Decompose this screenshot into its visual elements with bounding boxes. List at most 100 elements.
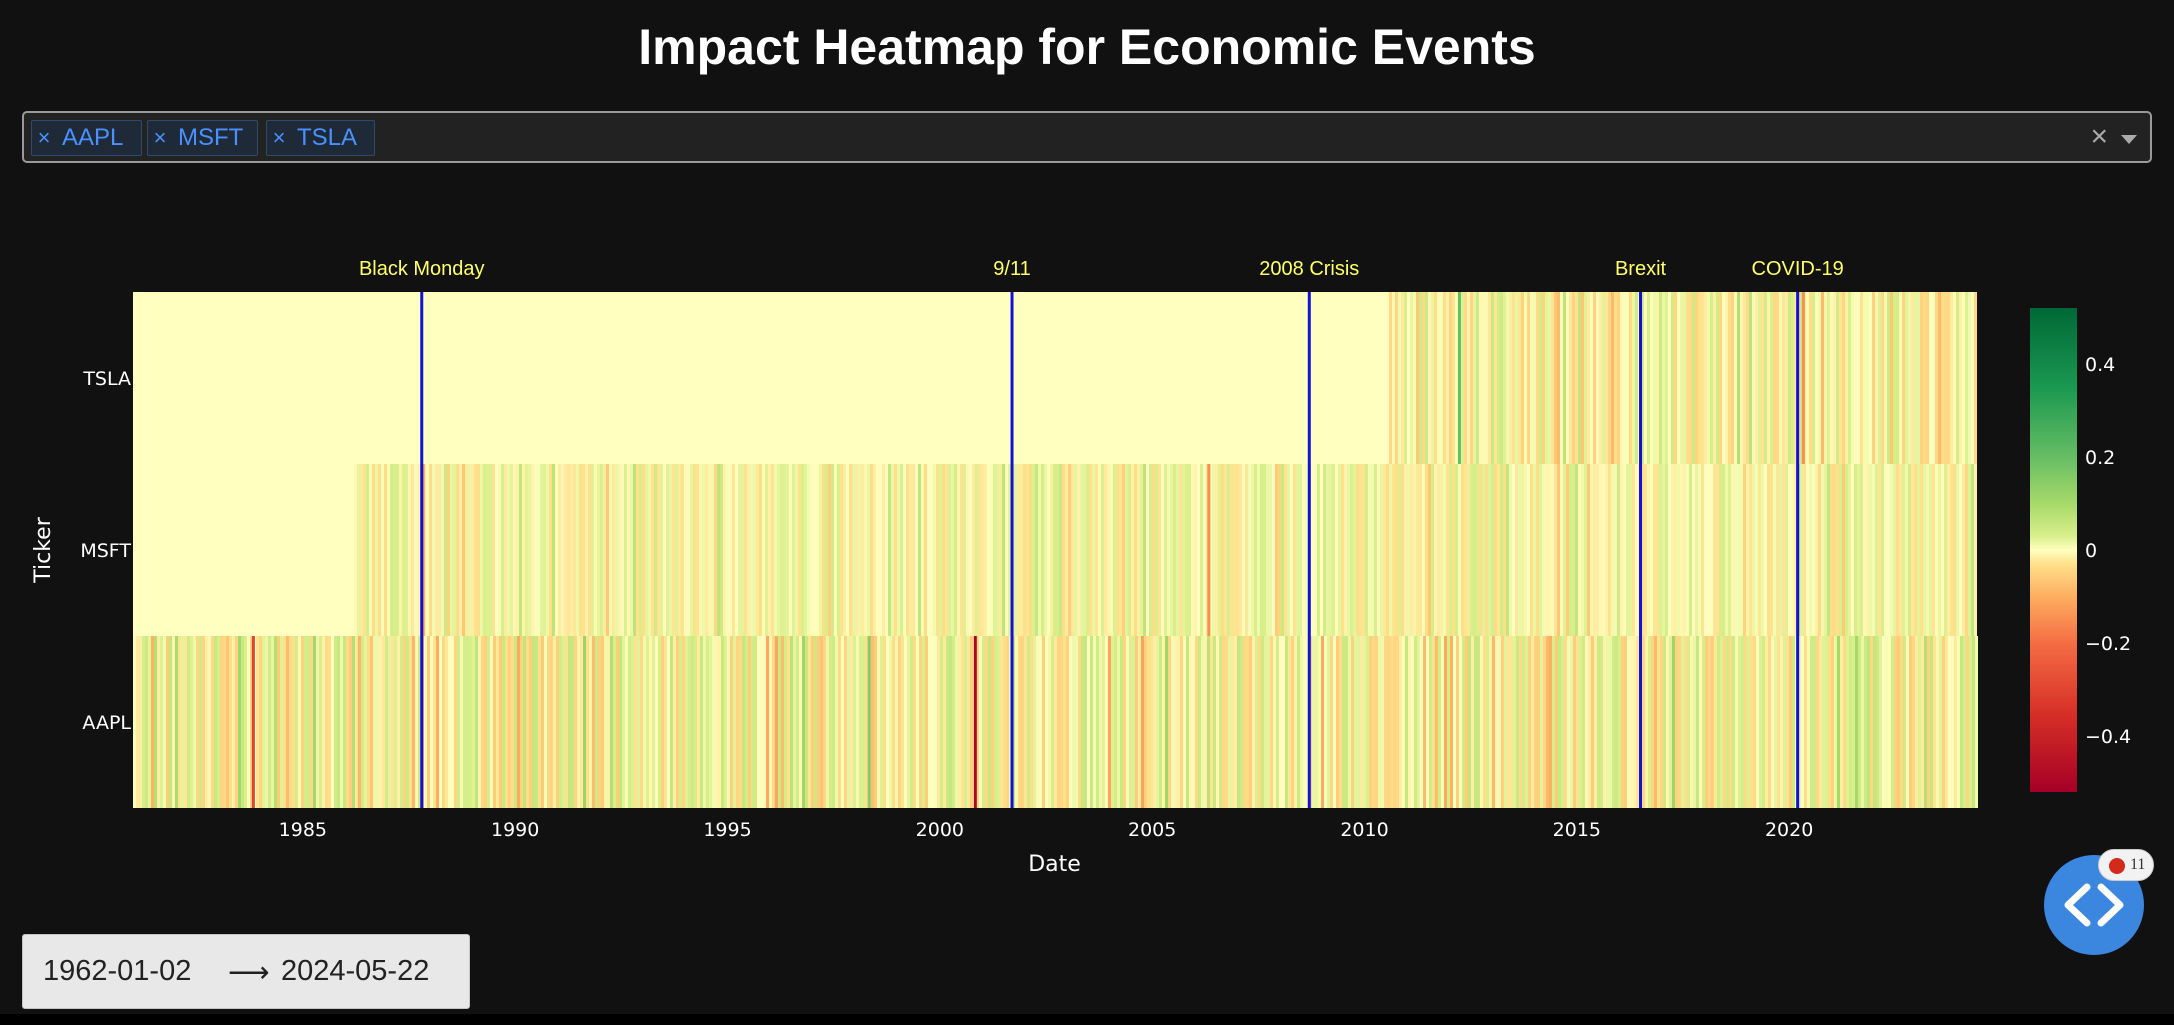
range-arrow-icon: ⟶ xyxy=(228,957,270,989)
heatmap-cell xyxy=(1512,464,1515,636)
heatmap-cell xyxy=(1608,292,1611,464)
heatmap-cell xyxy=(670,636,673,808)
end-date[interactable]: 2024-05-22 xyxy=(281,955,430,987)
heatmap-cell xyxy=(1503,464,1506,636)
heatmap-cell xyxy=(645,464,648,636)
heatmap-cell xyxy=(205,636,208,808)
heatmap-cell xyxy=(1792,636,1795,808)
heatmap-cell xyxy=(729,464,732,636)
heatmap-cell xyxy=(1476,464,1479,636)
heatmap-cell xyxy=(1794,292,1797,464)
heatmap-cell xyxy=(1018,636,1021,808)
heatmap-cell xyxy=(1716,292,1719,464)
heatmap-cell xyxy=(1440,464,1443,636)
heatmap-cell xyxy=(313,636,316,808)
heatmap-cell xyxy=(1563,464,1566,636)
heatmap-cell xyxy=(1411,636,1414,808)
heatmap-cell xyxy=(1225,636,1228,808)
ticker-multiselect[interactable]: × AAPL × MSFT × TSLA × xyxy=(22,111,2152,163)
heatmap-cell xyxy=(468,464,471,636)
heatmap-cell xyxy=(1915,636,1918,808)
heatmap-cell xyxy=(1656,464,1659,636)
remove-msft-icon[interactable]: × xyxy=(153,125,167,150)
heatmap-cell xyxy=(1473,292,1476,464)
heatmap-cell xyxy=(511,636,514,808)
heatmap-cell xyxy=(1575,464,1578,636)
heatmap-cell xyxy=(211,636,214,808)
heatmap-cell xyxy=(1912,636,1915,808)
heatmap-cell xyxy=(1062,464,1065,636)
heatmap-cell xyxy=(352,636,355,808)
heatmap-cell xyxy=(190,636,193,808)
heatmap-cell xyxy=(1626,464,1629,636)
heatmap-cell xyxy=(1540,636,1543,808)
heatmap-cell xyxy=(501,464,504,636)
heatmap-cell xyxy=(643,636,646,808)
heatmap-cell xyxy=(780,464,783,636)
heatmap-cell xyxy=(472,636,475,808)
heatmap-cell xyxy=(1675,636,1678,808)
heatmap-cell xyxy=(1821,464,1824,636)
heatmap-cell xyxy=(1428,464,1431,636)
heatmap-cell xyxy=(1870,636,1873,808)
heatmap-cell xyxy=(931,636,934,808)
heatmap-cell xyxy=(1911,292,1914,464)
heatmap-cell xyxy=(1821,292,1824,464)
heatmap-cell xyxy=(624,464,627,636)
heatmap-chart[interactable]: Black Monday 9/11 2008 Crisis Brexit COVID-1… xyxy=(0,200,2174,900)
heatmap-cell xyxy=(1683,464,1686,636)
heatmap-cell xyxy=(220,636,223,808)
heatmap-cell xyxy=(886,636,889,808)
heatmap-cell xyxy=(807,464,810,636)
heatmap-cell xyxy=(1738,636,1741,808)
heatmap-cell xyxy=(262,636,265,808)
heatmap-cell xyxy=(1497,464,1500,636)
heatmap-cell xyxy=(196,636,199,808)
heatmap-cell xyxy=(1008,464,1011,636)
heatmap-cell xyxy=(636,464,639,636)
heatmap-cell xyxy=(760,636,763,808)
heatmap-cell xyxy=(841,636,844,808)
heatmap-cell xyxy=(1473,464,1476,636)
heatmap-cell xyxy=(429,464,432,636)
heatmap-cell xyxy=(364,636,367,808)
heatmap-cell xyxy=(1833,292,1836,464)
heatmap-cell xyxy=(283,636,286,808)
heatmap-cell xyxy=(1507,636,1510,808)
heatmap-cell xyxy=(1105,636,1108,808)
heatmap-cell xyxy=(1404,464,1407,636)
heatmap-cell xyxy=(1096,636,1099,808)
heatmap-cell xyxy=(559,636,562,808)
heatmap-cell xyxy=(1116,464,1119,636)
remove-tsla-icon[interactable]: × xyxy=(272,125,286,150)
heatmap-cell xyxy=(1422,464,1425,636)
heatmap-cell xyxy=(1800,292,1803,464)
heatmap-cell xyxy=(157,636,160,808)
heatmap-cell xyxy=(310,636,313,808)
heatmap-cell xyxy=(229,636,232,808)
date-range-picker[interactable]: 1962-01-02 ⟶ 2024-05-22 xyxy=(22,934,470,1009)
error-badge[interactable]: 11 xyxy=(2098,849,2154,881)
heatmap-cell xyxy=(1579,636,1582,808)
heatmap-cell xyxy=(522,464,525,636)
heatmap-cell xyxy=(1764,464,1767,636)
heatmap-cell xyxy=(792,464,795,636)
heatmap-cell xyxy=(571,636,574,808)
heatmap-cell xyxy=(1186,636,1189,808)
heatmap-cell xyxy=(1974,292,1977,464)
start-date[interactable]: 1962-01-02 xyxy=(43,955,192,987)
heatmap-cell xyxy=(1612,636,1615,808)
heatmap-cell xyxy=(1390,636,1393,808)
heatmap-cell xyxy=(1207,636,1210,808)
heatmap-cell xyxy=(1848,292,1851,464)
heatmap-cell xyxy=(1600,636,1603,808)
remove-aapl-icon[interactable]: × xyxy=(37,125,51,150)
heatmap-cell xyxy=(175,636,178,808)
clear-all-icon[interactable]: × xyxy=(2090,120,2108,153)
heatmap-cell xyxy=(148,636,151,808)
heatmap-cell xyxy=(1158,464,1161,636)
heatmap-cell xyxy=(208,636,211,808)
heatmap-cell xyxy=(648,464,651,636)
heatmap-cell xyxy=(558,464,561,636)
dropdown-arrow-icon[interactable] xyxy=(2121,135,2137,144)
